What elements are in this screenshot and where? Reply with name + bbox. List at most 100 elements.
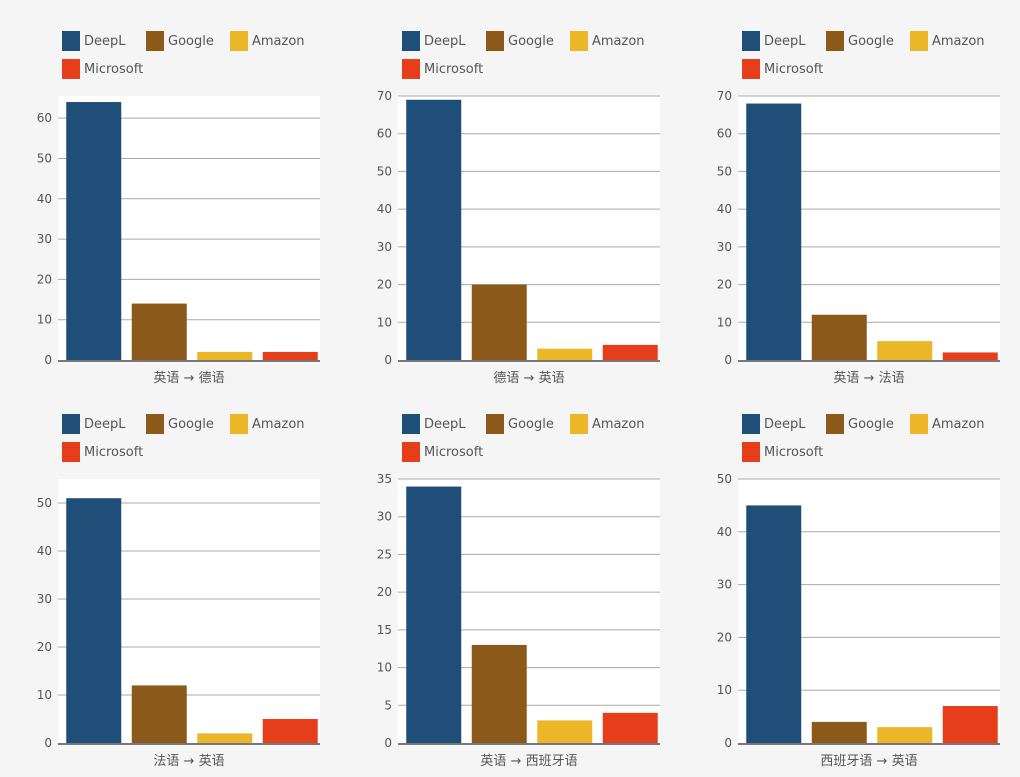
bar-google[interactable] (471, 644, 527, 743)
y-tick-label: 60 (717, 127, 732, 141)
legend-label: DeepL (764, 33, 806, 49)
legend-label: Microsoft (424, 444, 484, 460)
bar-microsoft[interactable] (602, 712, 658, 743)
legend-item[interactable]: Amazon (570, 413, 654, 435)
legend-item[interactable]: DeepL (62, 413, 146, 435)
y-tick-label: 30 (377, 240, 392, 254)
legend-swatch (826, 414, 844, 434)
x-axis-title: 德语 → 英语 (493, 371, 564, 386)
legend-item[interactable]: DeepL (742, 413, 826, 435)
legend-item[interactable]: DeepL (402, 30, 486, 52)
legend-swatch (230, 414, 248, 434)
y-tick-label: 60 (37, 111, 52, 125)
legend-item[interactable]: Microsoft (742, 58, 826, 80)
bar-microsoft[interactable] (262, 351, 318, 360)
y-tick-label: 20 (37, 272, 52, 286)
bar-deepl[interactable] (406, 99, 462, 361)
legend-swatch (402, 442, 420, 462)
bar-amazon[interactable] (877, 727, 933, 743)
bar-amazon[interactable] (537, 348, 593, 360)
bar-google[interactable] (811, 314, 867, 360)
legend-label: Amazon (592, 33, 645, 49)
legend-item[interactable]: DeepL (62, 30, 146, 52)
legend-item[interactable]: Google (826, 413, 910, 435)
legend-label: Microsoft (424, 61, 484, 77)
y-tick-label: 60 (377, 127, 392, 141)
y-tick-label: 30 (377, 510, 392, 524)
bar-google[interactable] (811, 721, 867, 743)
bar-amazon[interactable] (877, 341, 933, 360)
y-tick-label: 50 (37, 496, 52, 510)
y-tick-label: 10 (717, 683, 732, 697)
bar-deepl[interactable] (746, 103, 802, 361)
y-tick-label: 0 (384, 736, 392, 750)
legend-item[interactable]: Amazon (230, 413, 314, 435)
chart-panel: DeepL Google Amazon Microsoft 0 5 10 15 20 25 30 35… (340, 383, 680, 771)
y-tick-label: 20 (377, 278, 392, 292)
x-axis-title: 法语 → 英语 (153, 754, 224, 769)
bar-microsoft[interactable] (942, 706, 998, 743)
legend-item[interactable]: Microsoft (402, 58, 486, 80)
legend-item[interactable]: Amazon (910, 30, 994, 52)
y-tick-label: 70 (717, 89, 732, 103)
legend-label: Google (848, 416, 894, 432)
bar-deepl[interactable] (746, 505, 802, 743)
y-tick-label: 5 (384, 698, 392, 712)
legend-label: Microsoft (764, 61, 824, 77)
legend-item[interactable]: Microsoft (742, 441, 826, 463)
legend-swatch (402, 414, 420, 434)
bar-google[interactable] (471, 284, 527, 360)
y-tick-label: 20 (377, 585, 392, 599)
legend-swatch (402, 31, 420, 51)
legend-label: DeepL (84, 416, 126, 432)
bar-amazon[interactable] (197, 733, 253, 743)
y-tick-label: 10 (377, 315, 392, 329)
legend-item[interactable]: Google (146, 413, 230, 435)
legend-item[interactable]: Amazon (910, 413, 994, 435)
legend-item[interactable]: Amazon (570, 30, 654, 52)
bar-amazon[interactable] (197, 351, 253, 360)
y-tick-label: 40 (717, 202, 732, 216)
legend-swatch (742, 414, 760, 434)
legend-item[interactable]: Microsoft (402, 441, 486, 463)
legend-item[interactable]: DeepL (402, 413, 486, 435)
chart-panel: DeepL Google Amazon Microsoft 0 10 20 30 40 50 60 7… (340, 0, 680, 388)
chart-legend: DeepL Google Amazon Microsoft (62, 413, 332, 469)
bar-amazon[interactable] (537, 720, 593, 743)
legend-swatch (62, 59, 80, 79)
chart-legend: DeepL Google Amazon Microsoft (742, 413, 1012, 469)
legend-item[interactable]: Microsoft (62, 58, 146, 80)
legend-item[interactable]: DeepL (742, 30, 826, 52)
bar-microsoft[interactable] (262, 719, 318, 743)
legend-item[interactable]: Microsoft (62, 441, 146, 463)
legend-label: Google (508, 416, 554, 432)
y-tick-label: 0 (384, 353, 392, 367)
legend-label: DeepL (424, 416, 466, 432)
bar-google[interactable] (131, 685, 187, 743)
legend-swatch (742, 31, 760, 51)
y-tick-label: 35 (377, 472, 392, 486)
legend-item[interactable]: Google (146, 30, 230, 52)
y-tick-label: 10 (717, 315, 732, 329)
bar-deepl[interactable] (66, 102, 122, 360)
bar-deepl[interactable] (66, 498, 122, 743)
y-tick-label: 40 (377, 202, 392, 216)
bar-google[interactable] (131, 303, 187, 360)
legend-item[interactable]: Google (826, 30, 910, 52)
chart-legend: DeepL Google Amazon Microsoft (402, 413, 672, 469)
chart-panel: DeepL Google Amazon Microsoft 0 10 20 30 40 50 法语 … (0, 383, 340, 771)
legend-item[interactable]: Amazon (230, 30, 314, 52)
y-tick-label: 20 (717, 630, 732, 644)
legend-swatch (486, 414, 504, 434)
bar-deepl[interactable] (406, 486, 462, 743)
bar-microsoft[interactable] (602, 344, 658, 360)
bar-chart: 0 10 20 30 40 50 60 70 英语 → 法语 (717, 89, 1000, 386)
x-axis-title: 英语 → 德语 (153, 371, 224, 386)
legend-label: Amazon (932, 33, 985, 49)
legend-swatch (742, 59, 760, 79)
legend-item[interactable]: Google (486, 30, 570, 52)
bar-microsoft[interactable] (942, 352, 998, 360)
legend-swatch (910, 414, 928, 434)
legend-item[interactable]: Google (486, 413, 570, 435)
y-tick-label: 0 (44, 736, 52, 750)
